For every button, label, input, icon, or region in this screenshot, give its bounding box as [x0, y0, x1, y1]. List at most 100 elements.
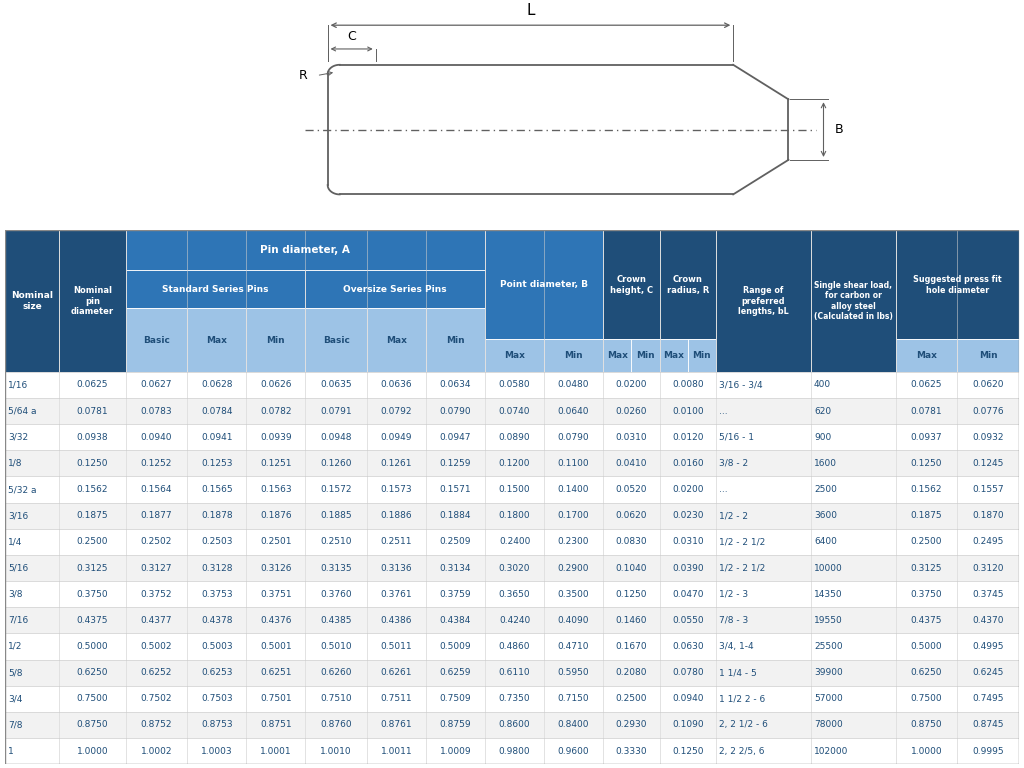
Bar: [367, 450, 426, 476]
Text: 0.1875: 0.1875: [77, 511, 109, 520]
Bar: [485, 686, 544, 712]
Bar: [659, 424, 716, 450]
Bar: [59, 712, 126, 738]
Text: 0.2500: 0.2500: [77, 538, 109, 546]
Text: 0.3759: 0.3759: [439, 590, 471, 599]
Bar: [187, 712, 247, 738]
Text: 0.6259: 0.6259: [439, 668, 471, 677]
Text: 78000: 78000: [814, 720, 843, 730]
Bar: [544, 555, 603, 581]
Bar: [247, 660, 305, 686]
Bar: [126, 634, 187, 660]
Bar: [957, 529, 1019, 555]
Text: 3/16: 3/16: [8, 511, 29, 520]
Text: Max: Max: [916, 351, 937, 360]
Text: 0.1259: 0.1259: [439, 459, 471, 468]
Bar: [659, 581, 716, 607]
Bar: [126, 581, 187, 607]
Bar: [59, 476, 126, 502]
Bar: [811, 712, 896, 738]
Bar: [426, 398, 485, 424]
Text: 0.0100: 0.0100: [672, 406, 703, 415]
Bar: [305, 529, 367, 555]
Bar: [544, 607, 603, 634]
Bar: [247, 450, 305, 476]
Text: 0.1251: 0.1251: [260, 459, 292, 468]
Bar: [811, 502, 896, 529]
Bar: [716, 555, 811, 581]
Text: 0.7503: 0.7503: [201, 694, 232, 703]
Bar: [367, 372, 426, 398]
Text: 0.0520: 0.0520: [615, 485, 647, 494]
Text: 6400: 6400: [814, 538, 837, 546]
Bar: [603, 476, 659, 502]
Bar: [305, 686, 367, 712]
Text: Basic: Basic: [323, 336, 349, 345]
Text: 0.2511: 0.2511: [381, 538, 413, 546]
Text: 0.3650: 0.3650: [499, 590, 530, 599]
Bar: [59, 529, 126, 555]
Bar: [485, 424, 544, 450]
Bar: [603, 230, 659, 339]
Bar: [957, 450, 1019, 476]
Text: ...: ...: [719, 485, 728, 494]
Text: 0.0635: 0.0635: [321, 380, 352, 389]
Bar: [957, 634, 1019, 660]
Text: 0.6110: 0.6110: [499, 668, 530, 677]
Bar: [126, 270, 305, 308]
Text: 0.1886: 0.1886: [381, 511, 413, 520]
Bar: [187, 660, 247, 686]
Bar: [5, 450, 59, 476]
Text: 0.0310: 0.0310: [672, 538, 703, 546]
Text: 0.1877: 0.1877: [140, 511, 172, 520]
Text: 0.0470: 0.0470: [672, 590, 703, 599]
Text: 0.0890: 0.0890: [499, 432, 530, 442]
Text: Standard Series Pins: Standard Series Pins: [163, 285, 269, 293]
Bar: [811, 424, 896, 450]
Text: 900: 900: [814, 432, 831, 442]
Bar: [59, 581, 126, 607]
Bar: [126, 738, 187, 764]
Text: 0.0120: 0.0120: [672, 432, 703, 442]
Text: 0.1250: 0.1250: [672, 746, 703, 756]
Bar: [187, 372, 247, 398]
Bar: [5, 555, 59, 581]
Text: 1/4: 1/4: [8, 538, 23, 546]
Text: Min: Min: [266, 336, 286, 345]
Text: 0.1400: 0.1400: [558, 485, 590, 494]
Bar: [603, 398, 659, 424]
Bar: [957, 424, 1019, 450]
Text: Min: Min: [564, 351, 583, 360]
Text: 0.7500: 0.7500: [77, 694, 109, 703]
Text: 3/8: 3/8: [8, 590, 23, 599]
Bar: [5, 607, 59, 634]
Bar: [367, 308, 426, 372]
Bar: [659, 738, 716, 764]
Text: 1600: 1600: [814, 459, 837, 468]
Text: 1/2 - 2 1/2: 1/2 - 2 1/2: [719, 564, 765, 572]
Text: 0.0630: 0.0630: [672, 642, 703, 651]
Bar: [659, 607, 716, 634]
Text: Min: Min: [636, 351, 654, 360]
Text: 0.0200: 0.0200: [615, 380, 647, 389]
Text: 0.3751: 0.3751: [260, 590, 292, 599]
Bar: [716, 686, 811, 712]
Text: R: R: [299, 69, 307, 82]
Text: 0.3136: 0.3136: [381, 564, 413, 572]
Text: 0.1261: 0.1261: [381, 459, 413, 468]
Bar: [811, 686, 896, 712]
Text: 0.9995: 0.9995: [972, 746, 1004, 756]
Text: 0.4385: 0.4385: [321, 616, 352, 625]
Text: 0.8760: 0.8760: [321, 720, 352, 730]
Bar: [811, 476, 896, 502]
Text: 0.8761: 0.8761: [381, 720, 413, 730]
Text: Nominal
size: Nominal size: [11, 291, 53, 311]
Bar: [367, 398, 426, 424]
Bar: [367, 634, 426, 660]
Text: 0.4378: 0.4378: [201, 616, 232, 625]
Bar: [896, 555, 957, 581]
Text: 0.4386: 0.4386: [381, 616, 413, 625]
Bar: [247, 555, 305, 581]
Bar: [367, 529, 426, 555]
Text: 0.8750: 0.8750: [910, 720, 942, 730]
